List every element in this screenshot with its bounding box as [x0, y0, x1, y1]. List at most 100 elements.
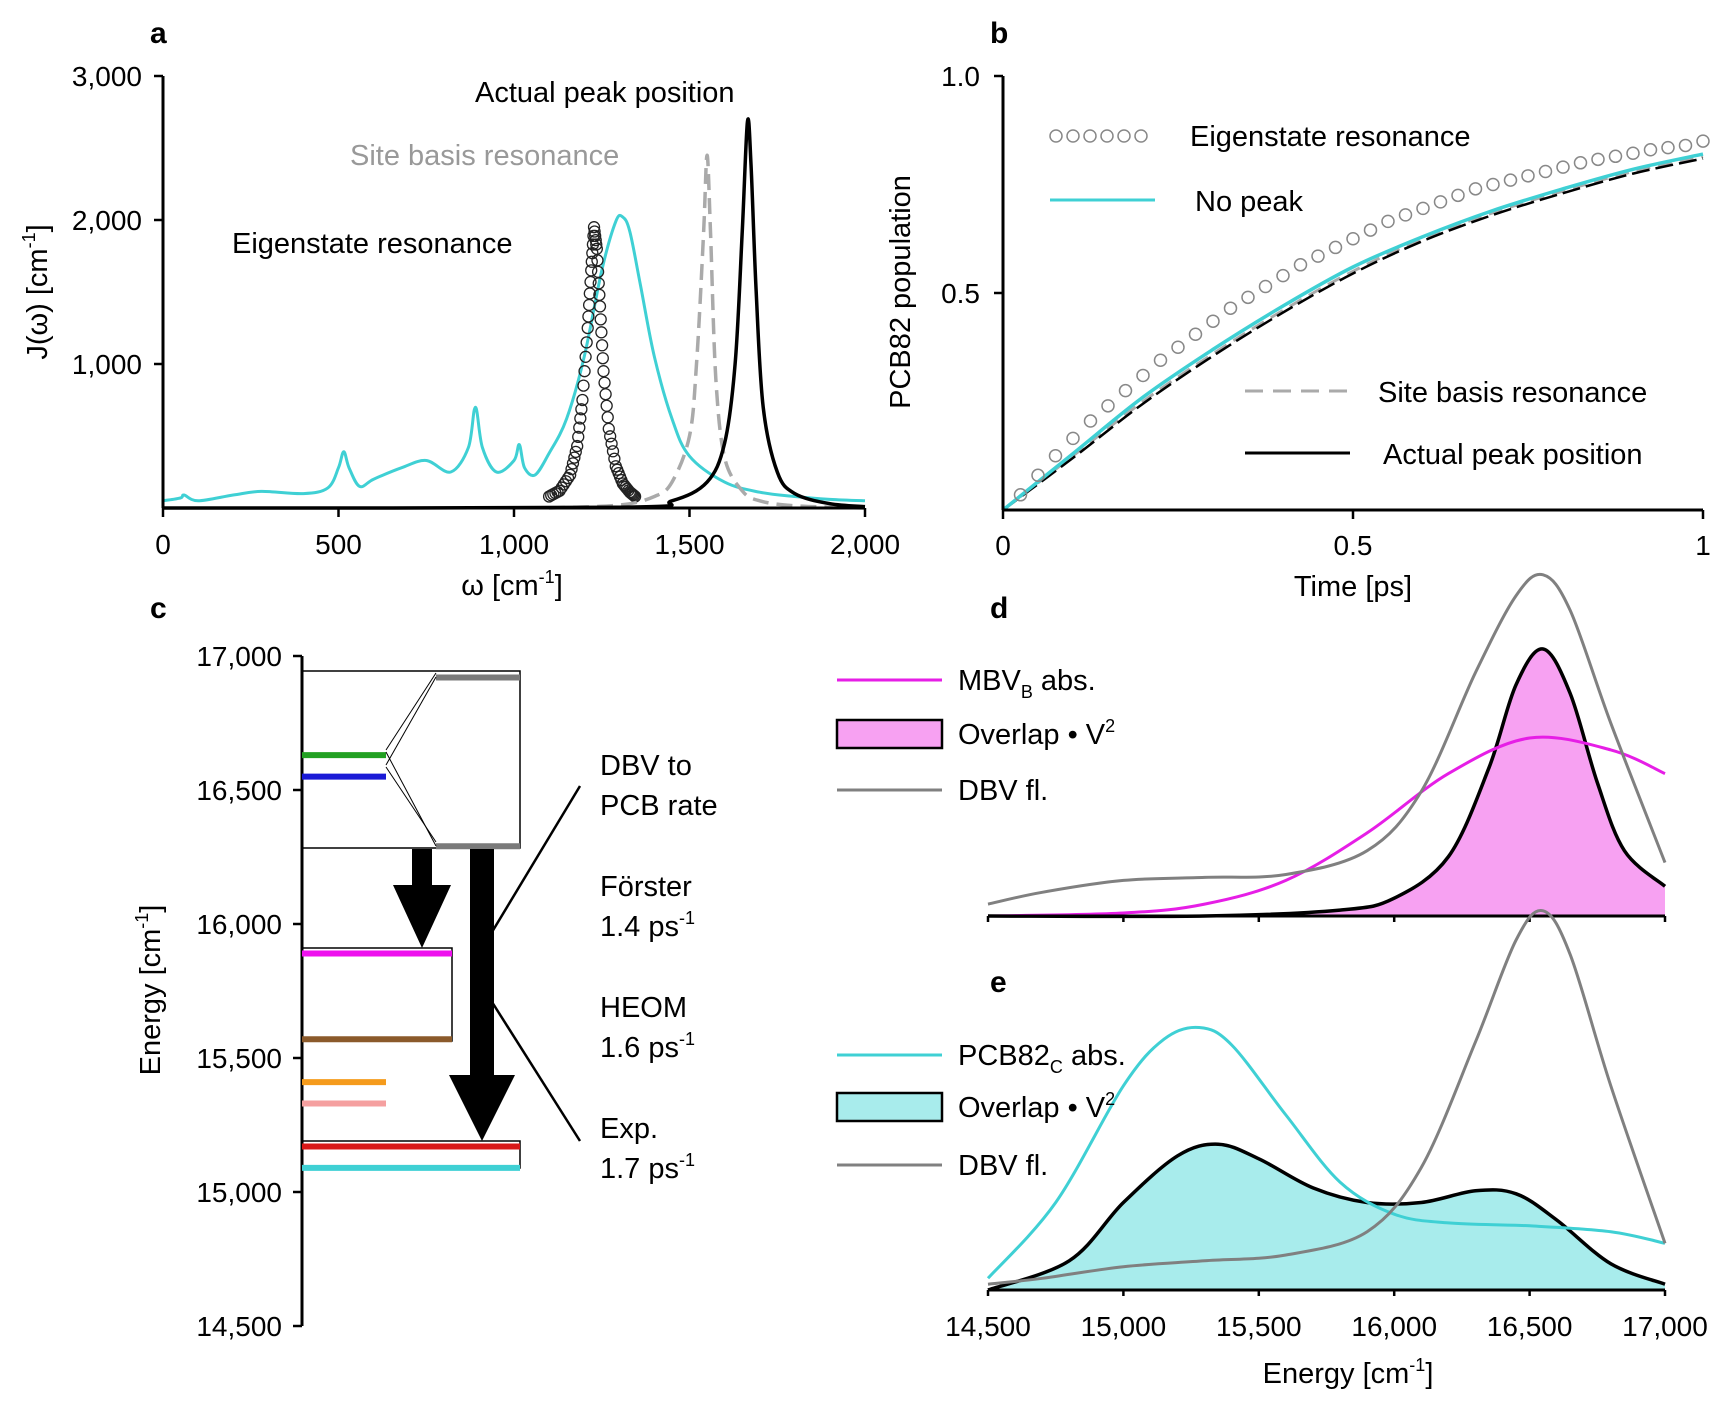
eigenstate-point	[580, 336, 593, 349]
eigenstate-point	[1311, 249, 1325, 263]
eigenstate-point	[557, 478, 570, 491]
panel-d-ticks	[986, 916, 1667, 922]
panel-c-ylabel: Energy [cm-1]	[132, 905, 167, 1076]
eigenstate-point	[564, 468, 577, 482]
eigenstate-point	[587, 221, 601, 234]
y-tick-label: 17,000	[196, 641, 282, 672]
eigenstate-point	[605, 437, 618, 450]
eigenstate-point	[585, 264, 598, 277]
panel-d-letter: d	[990, 592, 1008, 625]
eigenstate-point	[1696, 134, 1710, 148]
x-tick-label: 1,000	[479, 529, 549, 560]
eigenstate-point	[1118, 383, 1133, 398]
eigenstate-point	[1083, 414, 1098, 428]
eigenstate-point	[624, 486, 638, 500]
y-tick-label: 16,500	[196, 775, 282, 806]
pointer-line-top	[490, 785, 582, 933]
dbv-line	[987, 572, 1667, 906]
panel-e: e 14,500 15,000 15,500 16,000 16,500 17,000 E…	[835, 908, 1708, 1390]
eigenstate-point	[1363, 223, 1378, 237]
mixing-line	[385, 751, 437, 847]
eigenstate-point	[1538, 164, 1553, 179]
mixing-line	[385, 672, 437, 751]
eigenstate-point	[1171, 340, 1185, 354]
panel-a-ticks: 0 500 1,000 1,500 2,000 1,000 2,000 3,000	[72, 61, 900, 560]
eigenstate-point	[1521, 169, 1535, 183]
overlap-outline	[987, 1142, 1666, 1292]
eigenstate-point	[595, 326, 608, 339]
x-tick-label: 16,500	[1487, 1311, 1573, 1342]
x-tick-label: 0	[155, 529, 171, 560]
legend-dbv-label: DBV fl.	[958, 775, 1048, 807]
eigenstate-point	[1223, 301, 1238, 315]
overlap-area	[988, 648, 1665, 917]
eigenstate-point	[608, 452, 621, 465]
eigenstate-point	[596, 352, 609, 365]
panel-c-letter: c	[150, 592, 167, 625]
panel-e-ticks: 14,500 15,000 15,500 16,000 16,500 17,000	[945, 1290, 1708, 1342]
annotation-eigenstate: Eigenstate resonance	[232, 228, 513, 260]
eigenstate-point	[627, 489, 641, 502]
legend-actual-label: Actual peak position	[1383, 439, 1643, 471]
x-tick-label: 2,000	[830, 529, 900, 560]
dbv-line	[987, 908, 1667, 1286]
energy-levels	[302, 674, 520, 1171]
eigenstate-point	[604, 430, 617, 443]
eigenstate-point	[1153, 353, 1168, 368]
y-tick-label: 15,500	[196, 1043, 282, 1074]
panel-e-letter: e	[990, 966, 1007, 999]
panel-e-plot	[986, 908, 1667, 1292]
eigenstate-point	[1013, 488, 1028, 502]
legend-overlap-swatch	[835, 1091, 944, 1123]
y-tick-label: 16,000	[196, 909, 282, 940]
eigenstate-point	[1433, 195, 1448, 209]
eigenstate-point	[1066, 431, 1080, 446]
x-tick-label: 14,500	[945, 1311, 1031, 1342]
mixing-line	[385, 766, 437, 843]
legend-mbv-label: MBVB abs.	[958, 665, 1096, 702]
upper-box	[301, 670, 521, 849]
eigenstate-point	[1451, 188, 1465, 203]
legend-overlap-swatch	[835, 718, 944, 750]
eigenstate-point	[590, 238, 603, 251]
eigenstate-point	[595, 339, 609, 352]
eigenstate-point	[1591, 152, 1605, 167]
panel-b-ticks: 0 0.5 1 0.5 1.0	[941, 61, 1711, 561]
y-tick-label: 2,000	[72, 205, 142, 236]
legend-overlap-label: Overlap • V2	[958, 716, 1115, 751]
legend-overlap-label: Overlap • V2	[958, 1089, 1115, 1124]
eigenstate-point	[576, 393, 589, 407]
eigenstate-point	[575, 403, 588, 416]
legend-pcb-label: PCB82C abs.	[958, 1040, 1126, 1077]
eigenstate-point	[1486, 177, 1500, 192]
eigenstate-point	[601, 411, 614, 424]
eigenstate-point	[1293, 258, 1308, 272]
y-tick-label: 1.0	[941, 61, 980, 92]
panel-b-plot	[1001, 134, 1710, 512]
x-tick-label: 0.5	[1334, 530, 1373, 561]
eigenstate-point	[626, 488, 640, 501]
forster-arrow	[393, 849, 451, 948]
eigenstate-point	[589, 234, 602, 247]
eigenstate-point	[1573, 156, 1588, 170]
nopeak-line	[1001, 152, 1704, 512]
eigenstate-point	[1206, 314, 1220, 328]
y-tick-label: 3,000	[72, 61, 142, 92]
eigenstate-point	[1503, 173, 1518, 187]
eigenstate-point	[585, 255, 598, 268]
forster-label: Förster	[600, 871, 692, 903]
eigenstate-point	[1678, 138, 1693, 153]
panel-b: b 0 0.5 1 0.5 1.0 Time [ps] PCB82 population…	[885, 17, 1711, 603]
eigenstate-point	[1661, 140, 1675, 155]
absorption-line	[986, 1025, 1666, 1280]
eigenstate-point	[1556, 160, 1570, 174]
series-line	[162, 117, 866, 510]
panel-b-xlabel: Time [ps]	[1294, 571, 1412, 603]
panel-b-letter: b	[990, 17, 1008, 50]
panel-a-xlabel: ω [cm-1]	[461, 567, 563, 602]
eigenstate-point	[1346, 232, 1360, 246]
rate-title-line1: DBV to	[600, 750, 692, 782]
eigenstate-point	[578, 365, 591, 378]
pointer-line-bottom	[490, 1001, 582, 1142]
